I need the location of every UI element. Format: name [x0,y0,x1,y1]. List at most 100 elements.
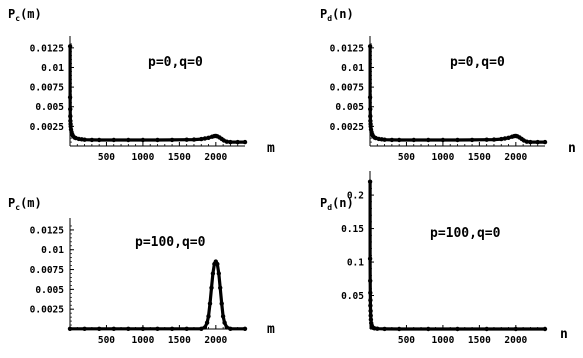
y-tick-label: 0.005 [35,285,64,296]
y-tick-label: 0.2 [347,191,364,202]
y-axis-label-argument: (n) [332,7,354,21]
data-point [367,256,373,261]
y-tick-label: 0.0125 [30,43,65,54]
data-point [426,326,431,332]
data-point [219,301,224,306]
data-point [397,326,402,332]
data-point [389,137,395,143]
y-tick-label: 0.05 [341,291,364,302]
data-point [222,320,227,325]
axes [369,36,545,147]
data-point [67,326,73,331]
data-point [68,114,73,119]
y-axis-label: Pc(m) [8,7,42,23]
data-point [368,298,373,303]
data-point [206,314,211,319]
y-tick-label: 0.01 [341,63,364,74]
y-tick-label: 0.0125 [330,43,365,54]
y-axis-label: Pd(n) [320,196,354,212]
data-point [542,139,548,145]
x-tick-label: 500 [398,152,415,163]
data-point [367,44,373,49]
data-point [169,137,175,143]
data-point [184,326,189,331]
data-point [191,137,197,142]
data-point [218,285,223,290]
data-point [169,326,175,331]
x-axis-label: m [267,322,275,337]
y-tick-label: 0.1 [347,258,364,269]
y-axis-label-subscript: d [327,203,332,212]
data-point [368,303,373,308]
y-axis-label: Pc(m) [8,196,42,212]
data-point [368,308,373,314]
data-point [140,137,146,143]
data-points [67,259,248,331]
data-point [242,139,248,145]
data-point [67,44,73,49]
data-point [455,137,460,143]
y-axis-label-argument: (m) [20,196,42,210]
data-point [111,137,117,143]
data-point [207,301,213,306]
annotation-text: p=100,q=0 [135,235,206,250]
data-point [382,137,387,142]
data-point [82,137,87,142]
data-point [484,137,489,142]
data-points [67,44,248,145]
data-point [368,114,373,119]
data-point [199,136,204,142]
data-point [367,95,373,100]
x-tick-label: 1000 [131,335,154,346]
y-axis-label-symbol: P [8,7,15,21]
chart-panel-bottom-right: Pd(n) n p=100,q=0 500 1000 1500 2000 0.05 0.1… [320,171,568,346]
data-point [368,313,373,318]
data-point [111,326,117,331]
data-point [126,326,131,331]
data-point [524,139,529,144]
y-tick-label: 0.0075 [30,83,65,94]
data-point [513,326,518,332]
annotation-text: p=0,q=0 [148,55,203,70]
data-point [220,314,226,319]
data-point [397,137,402,143]
x-tick-label: 1500 [468,152,491,163]
y-tick-label: 0.0075 [330,83,365,94]
annotation-text: p=100,q=0 [430,226,501,241]
data-point [215,261,220,267]
x-axis-label: m [267,141,275,156]
x-tick-label: 2000 [504,335,527,346]
x-axis-label: n [560,327,568,342]
data-point [367,179,373,184]
y-tick-label: 0.005 [335,102,364,113]
data-curve [368,180,547,331]
data-point [224,139,229,144]
data-point [216,271,221,276]
x-tick-label: 2000 [204,152,227,163]
y-tick-label: 0.0075 [30,265,65,276]
x-tick-label: 1000 [131,152,154,163]
data-point [382,326,387,332]
x-tick-label: 2000 [204,335,227,346]
x-tick-label: 500 [98,335,115,346]
y-tick-label: 0.01 [41,245,64,256]
data-point [469,137,475,143]
data-point [97,326,102,331]
chart-panel-top-left: Pc(m) m p=0,q=0 500 1000 1500 2000 0.0025 0.0… [8,7,275,163]
y-tick-label: 0.15 [341,224,364,235]
data-point [491,137,497,142]
x-tick-label: 1500 [168,152,191,163]
data-point [528,139,533,145]
data-point [155,137,160,143]
data-point [204,320,210,325]
y-tick-label: 0.0125 [30,225,65,236]
x-tick-label: 500 [398,335,415,346]
data-point [535,139,540,145]
data-point [411,137,416,143]
data-point [426,137,431,143]
y-axis-label-symbol: P [8,196,15,210]
data-point [235,139,240,145]
data-points [367,179,548,332]
data-point [224,325,229,330]
